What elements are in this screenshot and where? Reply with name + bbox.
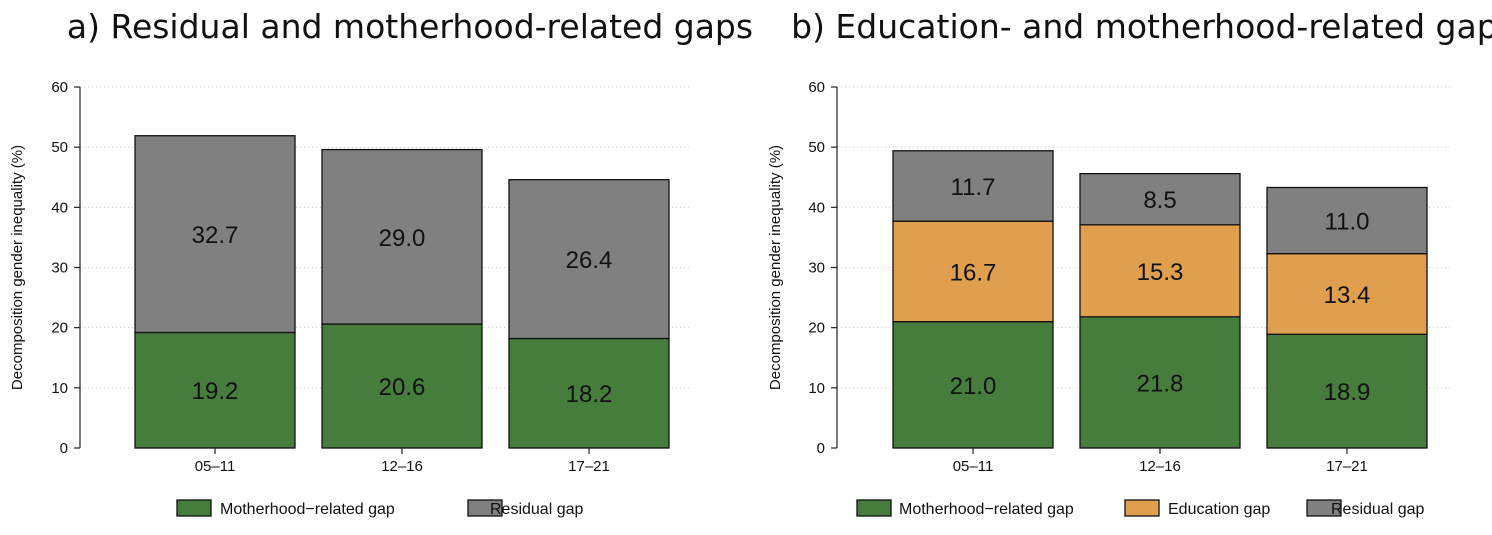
b-y-tick-label: 0 [817,440,825,457]
a-bar-motherhood-related-gap-1 [321,323,483,449]
b-x-tick-label: 12–16 [1139,458,1181,475]
b-bar-education-gap-2 [1266,253,1428,335]
a-bar-residual-gap-0 [134,135,296,334]
b-y-tick-label: 40 [808,199,825,216]
b-y-tick-label: 60 [808,79,825,96]
a-chart-title: a) Residual and motherhood-related gaps [67,7,753,46]
a-y-tick-label: 0 [60,440,68,457]
a-bar-residual-gap-1 [321,148,483,325]
a-bar-motherhood-related-gap-0 [134,331,296,449]
a-data-label: 18.2 [566,381,613,408]
a-bar-motherhood-related-gap-2 [508,337,670,449]
a-y-axis-label: Decomposition gender inequality (%) [9,145,26,390]
a-data-label: 32.7 [192,222,239,249]
a-y-tick-label: 60 [51,79,68,96]
a-legend-swatch [467,499,503,517]
a-legend-swatch [176,499,212,517]
panel-a-chart: a) Residual and motherhood-related gaps 0… [9,7,753,518]
b-y-tick-label: 50 [808,139,825,156]
a-y-tick-label: 50 [51,139,68,156]
b-bar-motherhood-related-gap-0 [892,320,1054,449]
b-bar-education-gap-1 [1079,224,1241,318]
a-x-tick-label: 05–11 [195,458,236,475]
b-x-tick-label: 17–21 [1326,458,1368,475]
b-x-tick-label: 05–11 [953,458,994,475]
b-data-label: 11.0 [1325,209,1370,236]
b-chart-title: b) Education- and motherhood-related gap… [791,7,1492,46]
b-legend-label: Residual gap [1331,501,1425,518]
b-data-label: 21.8 [1137,370,1184,397]
b-legend-swatch [1124,499,1160,517]
a-data-label: 26.4 [566,247,613,274]
b-bar-residual-gap-2 [1266,186,1428,255]
b-bar-residual-gap-0 [892,150,1054,222]
a-data-label: 20.6 [379,374,426,401]
b-y-tick-label: 20 [808,320,825,337]
a-x-tick-label: 17–21 [568,458,610,475]
a-y-tick-label: 10 [51,380,68,397]
b-data-label: 13.4 [1324,282,1371,309]
a-y-tick-label: 20 [51,320,68,337]
panel-b-chart: b) Education- and motherhood-related gap… [767,7,1492,518]
b-data-label: 15.3 [1137,259,1184,286]
b-data-label: 18.9 [1324,379,1371,406]
b-data-label: 21.0 [950,373,997,400]
b-legend-label: Education gap [1168,501,1270,518]
a-legend-label: Residual gap [490,501,584,518]
a-legend-label: Motherhood−related gap [220,501,395,518]
b-legend-label: Motherhood−related gap [899,501,1074,518]
a-y-tick-label: 40 [51,199,68,216]
a-x-tick-label: 12–16 [381,458,423,475]
a-bar-residual-gap-2 [508,179,670,340]
b-y-tick-label: 30 [808,260,825,277]
b-y-tick-label: 10 [808,380,825,397]
b-bar-residual-gap-1 [1079,172,1241,226]
b-legend-swatch [1306,499,1342,517]
b-data-label: 8.5 [1143,187,1176,214]
b-legend-swatch [856,499,892,517]
b-data-label: 16.7 [950,259,997,286]
b-y-axis-label: Decomposition gender inequality (%) [767,145,784,390]
a-data-label: 19.2 [192,378,239,405]
b-data-label: 11.7 [951,174,996,201]
b-bar-motherhood-related-gap-2 [1266,333,1428,449]
a-data-label: 29.0 [379,225,426,252]
a-y-tick-label: 30 [51,260,68,277]
